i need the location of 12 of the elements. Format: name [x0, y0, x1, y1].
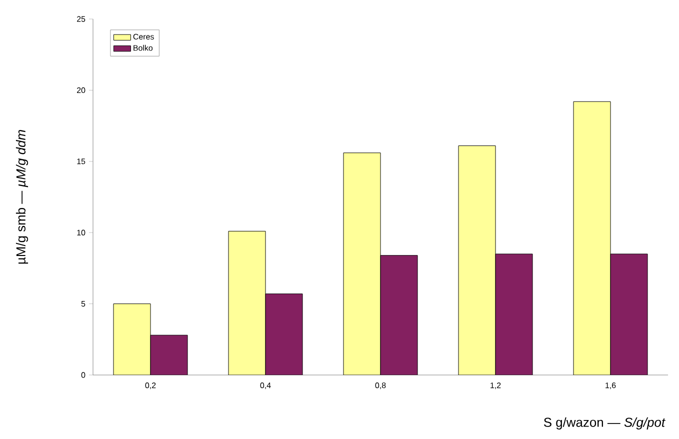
- bar: [265, 294, 303, 375]
- x-axis-title: S g/wazon — S/g/pot: [544, 417, 666, 430]
- bar: [113, 304, 151, 375]
- bar: [228, 230, 266, 375]
- bar: [458, 145, 496, 375]
- bar: [610, 254, 648, 375]
- bar: [343, 152, 381, 375]
- bar: [150, 334, 188, 375]
- bar: [573, 101, 611, 375]
- bar: [495, 254, 533, 375]
- bar: [380, 255, 418, 375]
- y-axis-title: µM/g smb — µM/g ddm: [16, 130, 28, 264]
